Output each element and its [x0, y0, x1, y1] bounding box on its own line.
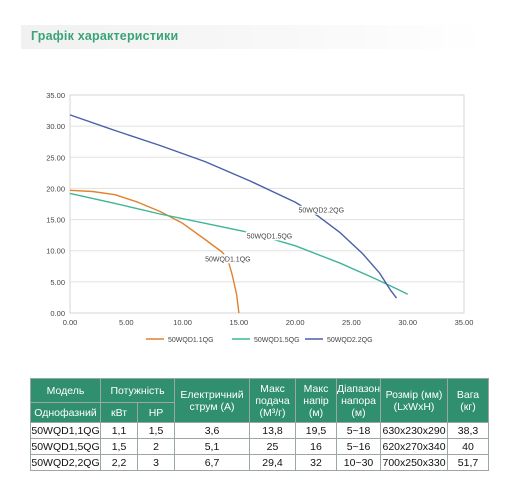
- table-cell: 13,8: [249, 422, 297, 439]
- x-tick-label: 15.00: [229, 318, 248, 327]
- y-tick-label: 0.00: [50, 309, 65, 318]
- table-cell: 29,4: [249, 454, 297, 471]
- header-current: Електричний струм (А): [174, 378, 251, 423]
- legend-label: 50WQD1.5QG: [254, 337, 300, 344]
- table-cell: 19,5: [295, 422, 338, 439]
- table-cell: 50WQD2,2QG: [30, 454, 101, 471]
- table-cell: 1,5: [136, 422, 176, 439]
- y-tick-label: 35.00: [46, 91, 65, 100]
- x-tick-label: 30.00: [398, 318, 417, 327]
- header-size: Розмір (мм) (LxWxH): [380, 378, 449, 423]
- table-cell: 5~18: [336, 422, 382, 439]
- series-label: 50WQD1.5QG: [247, 233, 293, 240]
- table-row: 50WQD1,5QG 1,5 2 5,1 25 16 5~16 620x270x…: [30, 438, 490, 455]
- y-tick-label: 30.00: [46, 122, 65, 131]
- table-cell: 38,3: [447, 422, 490, 439]
- header-kw: кВт: [100, 402, 138, 423]
- header-phase: Однофазний: [30, 402, 101, 423]
- x-tick-label: 0.00: [63, 318, 78, 327]
- x-tick-label: 20.00: [286, 318, 305, 327]
- table-cell: 3: [136, 454, 176, 471]
- grid: [70, 125, 464, 283]
- header-hp: HP: [136, 402, 176, 423]
- section-header: Графік характеристики: [21, 25, 488, 49]
- y-tick-label: 25.00: [46, 153, 65, 162]
- header-max-flow: Макс подача (М³/г): [249, 378, 297, 423]
- spec-table: Модель Потужність Електричний струм (А) …: [30, 378, 490, 471]
- series-label-bg: [204, 254, 251, 264]
- table-cell: 1,1: [100, 422, 138, 439]
- section-title: Графік характеристики: [31, 29, 179, 43]
- table-cell: 10~30: [336, 454, 382, 471]
- table-cell: 6,7: [174, 454, 251, 471]
- y-tick-label: 5.00: [50, 278, 65, 287]
- table-cell: 620x270x340: [380, 438, 449, 455]
- series-label: 50WQD1.1QG: [205, 256, 251, 263]
- table-cell: 1,5: [100, 438, 138, 455]
- table-cell: 50WQD1,5QG: [30, 438, 101, 455]
- header-max-head: Макс напір (м): [295, 378, 338, 423]
- performance-chart: 0.00 5.00 10.00 15.00 20.00 25.00 30.00 35.00 0…: [46, 91, 474, 344]
- y-axis-ticks: 0.00 5.00 10.00 15.00 20.00 25.00 30.00 35.00: [46, 91, 65, 318]
- table-header-row: Модель Потужність Електричний струм (А) …: [30, 378, 490, 423]
- table-cell: 25: [249, 438, 297, 455]
- y-tick-label: 15.00: [46, 216, 65, 225]
- table-cell: 51,7: [447, 454, 490, 471]
- x-tick-label: 25.00: [342, 318, 361, 327]
- table-cell: 3,6: [174, 422, 251, 439]
- y-tick-label: 10.00: [46, 247, 65, 256]
- table-cell: 700x250x330: [380, 454, 449, 471]
- table-cell: 40: [447, 438, 490, 455]
- y-tick-label: 20.00: [46, 184, 65, 193]
- legend-label: 50WQD2.2QG: [327, 337, 373, 344]
- series-label: 50WQD2.2QG: [299, 208, 345, 215]
- legend: 50WQD1.1QG 50WQD1.5QG 50WQD2.2QG: [146, 337, 373, 344]
- header-model: Модель: [30, 378, 101, 403]
- series-line: [69, 189, 240, 314]
- header-head-range: Діапазон напора (м): [336, 378, 382, 423]
- table-cell: 32: [295, 454, 338, 471]
- header-power: Потужність: [99, 378, 176, 403]
- legend-label: 50WQD1.1QG: [168, 337, 214, 344]
- plot-frame: [69, 94, 465, 314]
- table-cell: 630x230x290: [380, 422, 449, 439]
- table-cell: 5,1: [174, 438, 251, 455]
- x-tick-label: 5.00: [119, 318, 134, 327]
- x-tick-label: 10.00: [173, 318, 192, 327]
- x-axis-ticks: 0.00 5.00 10.00 15.00 20.00 25.00 30.00 35.00: [63, 318, 474, 327]
- table-cell: 2: [136, 438, 176, 455]
- x-tick-label: 35.00: [455, 318, 474, 327]
- table-cell: 5~16: [336, 438, 382, 455]
- table-cell: 2,2: [100, 454, 138, 471]
- series-label-bg: [245, 231, 292, 241]
- table-cell: 50WQD1,1QG: [30, 422, 101, 439]
- table-row: 50WQD1,1QG 1,1 1,5 3,6 13,8 19,5 5~18 63…: [30, 422, 490, 439]
- table-cell: 16: [295, 438, 338, 455]
- series-label-bg: [297, 205, 344, 215]
- series-labels: 50WQD1.1QG 50WQD1.5QG 50WQD2.2QG: [204, 205, 345, 264]
- header-weight: Вага (кг): [447, 378, 490, 423]
- table-row: 50WQD2,2QG 2,2 3 6,7 29,4 32 10~30 700x2…: [30, 454, 490, 471]
